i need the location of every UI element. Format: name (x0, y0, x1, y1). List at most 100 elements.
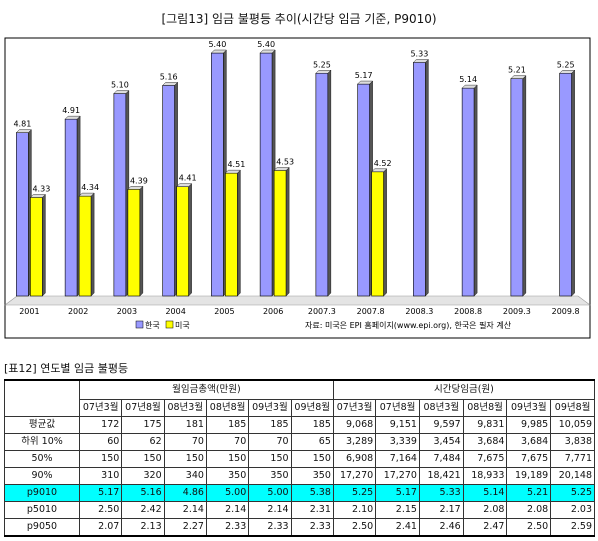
table-title: [표12] 연도별 임금 불평등 (4, 362, 129, 375)
bar-korea-7 (357, 80, 374, 297)
table-cell: 2.15 (375, 501, 420, 519)
x-tick-label-5: 2006 (263, 307, 283, 316)
bar-usa-7 (371, 168, 388, 297)
table-cell: 2.13 (121, 518, 165, 537)
table-cell: 2.33 (205, 518, 250, 537)
table-row: 50% 150 150 150 150 150 150 6,908 7,164 7,484 7,67… (4, 450, 595, 468)
bar-korea-9 (461, 84, 478, 297)
value-label-usa-3: 4.41 (179, 174, 197, 183)
table-row: 평균값 172 175 181 185 185 185 9,068 9,151 9,597 9,83… (4, 416, 595, 434)
group-header-monthly: 월임금총액(만원) (79, 379, 334, 400)
table-cell: 17,270 (332, 467, 377, 485)
table-row: 90% 310 320 340 350 350 350 17,270 17,270 18,421 1… (4, 467, 595, 485)
value-label-korea-3: 5.16 (160, 72, 178, 81)
row-label: 평균값 (4, 416, 80, 434)
table-cell: 5.16 (121, 484, 165, 502)
value-label-usa-0: 4.33 (32, 184, 50, 193)
table-cell: 340 (163, 467, 207, 485)
column-header-11: 09년8월 (550, 399, 595, 417)
bar-usa-1 (78, 192, 95, 297)
value-label-usa-1: 4.34 (81, 183, 99, 192)
value-label-korea-11: 5.25 (557, 60, 575, 69)
table-body: 평균값 172 175 181 185 185 185 9,068 9,151 9,597 9,83… (4, 416, 595, 537)
table-cell: 7,164 (375, 450, 420, 468)
table-cell: 70 (205, 433, 250, 451)
legend-label-korea: 한국 (145, 321, 160, 330)
x-tick-label-8: 2008.3 (405, 307, 433, 316)
bar-usa-3 (176, 183, 193, 297)
table-cell: 350 (205, 467, 250, 485)
table-cell: 9,985 (506, 416, 552, 434)
table-cell: 185 (205, 416, 250, 434)
table-cell: 150 (205, 450, 250, 468)
x-tick-label-9: 2008.8 (454, 307, 482, 316)
bar-korea-1 (64, 115, 81, 297)
table-cell: 3,289 (332, 433, 377, 451)
table-cell: 4.86 (163, 484, 207, 502)
table-cell: 150 (163, 450, 207, 468)
row-label: 90% (4, 467, 80, 485)
value-label-usa-4: 4.51 (227, 160, 245, 169)
value-label-korea-6: 5.25 (313, 60, 331, 69)
table-cell: 2.33 (248, 518, 292, 537)
table-cell: 2.50 (78, 501, 123, 519)
column-header-7: 07년8월 (375, 399, 420, 417)
value-label-korea-0: 4.81 (13, 120, 31, 129)
table-cell: 350 (248, 467, 292, 485)
table-cell: 181 (163, 416, 207, 434)
table-cell: 2.47 (462, 518, 508, 537)
value-label-usa-5: 4.53 (276, 157, 294, 166)
value-label-usa-7: 4.52 (374, 159, 392, 168)
value-label-korea-7: 5.17 (355, 71, 373, 80)
table-cell: 5.17 (78, 484, 123, 502)
table-cell: 2.27 (163, 518, 207, 537)
x-tick-label-7: 2007.8 (357, 307, 385, 316)
row-label: p9050 (4, 518, 80, 537)
x-tick-label-11: 2009.8 (552, 307, 580, 316)
table-cell: 60 (78, 433, 123, 451)
x-tick-label-4: 2005 (214, 307, 234, 316)
table-cell: 185 (248, 416, 292, 434)
table-cell: 2.08 (462, 501, 508, 519)
column-header-8: 08년3월 (418, 399, 464, 417)
table-cell: 175 (121, 416, 165, 434)
legend-label-usa: 미국 (175, 321, 190, 330)
bar-usa-2 (127, 185, 144, 297)
table-cell: 3,838 (550, 433, 595, 451)
table-row: p5010 2.50 2.42 2.14 2.14 2.14 2.31 2.10 2.15 2.1… (4, 501, 595, 519)
bar-korea-4 (210, 49, 227, 297)
table-cell: 3,684 (462, 433, 508, 451)
table-cell: 65 (290, 433, 334, 451)
table-cell: 7,771 (550, 450, 595, 468)
figure-title: [그림13] 임금 불평등 추이(시간당 임금 기준, P9010) (161, 12, 437, 26)
bars-group (15, 49, 576, 297)
bar-usa-5 (273, 166, 290, 297)
table-cell: 150 (248, 450, 292, 468)
table-cell: 3,454 (418, 433, 464, 451)
table-cell: 2.42 (121, 501, 165, 519)
table-cell: 185 (290, 416, 334, 434)
bar-korea-3 (162, 81, 179, 297)
chart: 4.81 4.33 4.91 4.34 5.10 4.39 5.16 4.41 5.40 4.51… (4, 37, 591, 339)
chart-border (4, 37, 591, 339)
table-cell: 150 (121, 450, 165, 468)
x-tick-label-0: 2001 (19, 307, 39, 316)
bar-korea-6 (315, 69, 332, 297)
wage-inequality-table: 월임금총액(만원) 시간당임금(원) 07년3월 07년8월 08년3월 08년8월 0… (4, 379, 596, 537)
bar-korea-10 (510, 75, 527, 297)
row-label: 50% (4, 450, 80, 468)
table-cell: 5.38 (290, 484, 334, 502)
table-cell: 5.00 (248, 484, 292, 502)
column-header-6: 07년3월 (332, 399, 377, 417)
chart-floor (4, 295, 591, 306)
table-cell: 62 (121, 433, 165, 451)
table-row: 하위 10% 60 62 70 70 70 65 3,289 3,339 3,454 3,684 3,… (4, 433, 595, 451)
value-label-korea-4: 5.40 (208, 40, 226, 49)
column-header-4: 09년3월 (248, 399, 292, 417)
bar-korea-11 (559, 69, 576, 297)
row-label: p9010 (4, 484, 80, 502)
table-header-columns: 07년3월 07년8월 08년3월 08년8월 09년3월 09년8월 07년3월 07년8월… (5, 399, 595, 417)
table-cell: 9,597 (418, 416, 464, 434)
bar-korea-8 (412, 58, 429, 297)
